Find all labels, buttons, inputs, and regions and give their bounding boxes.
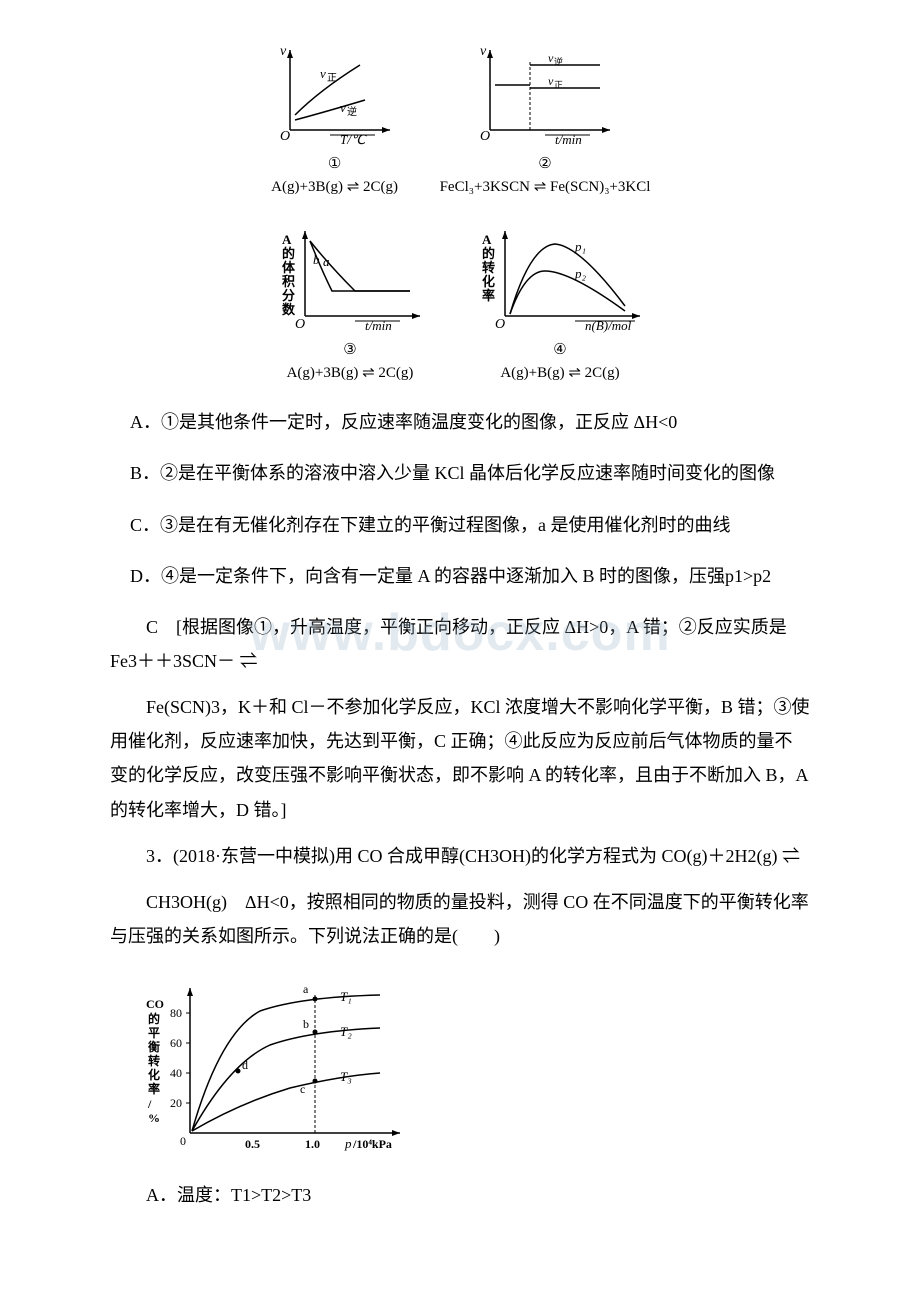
svg-text:正: 正 [327,73,337,84]
svg-text:0: 0 [180,1134,186,1148]
svg-text:率: 率 [148,1081,160,1096]
svg-text:40: 40 [170,1066,182,1080]
svg-text:化: 化 [482,274,495,289]
svg-text:T/℃: T/℃ [340,132,367,147]
svg-text:/: / [147,1097,152,1111]
svg-text:T₃: T₃ [340,1069,352,1084]
svg-text:p₁: p₁ [574,239,586,254]
option-a: A．①是其他条件一定时，反应速率随温度变化的图像，正反应 ΔH<0 [130,402,790,443]
svg-text:转: 转 [482,260,495,275]
option-3-a: A．温度：T1>T2>T3 [110,1178,810,1212]
svg-text:的: 的 [148,1011,160,1026]
svg-text:v: v [480,44,487,59]
figure-1-circled: ① [328,154,341,173]
option-b: B．②是在平衡体系的溶液中溶入少量 KCl 晶体后化学反应速率随时间变化的图像 [130,453,790,494]
svg-text:O: O [495,317,505,332]
figure-1-equation: A(g)+3B(g) ⇌ 2C(g) [271,177,398,196]
options-block: A．①是其他条件一定时，反应速率随温度变化的图像，正反应 ΔH<0 B．②是在平… [0,402,920,598]
svg-text:b: b [313,252,320,267]
svg-text:T₂: T₂ [340,1024,352,1039]
question-3-intro: 3．(2018·东营一中模拟)用 CO 合成甲醇(CH3OH)的化学方程式为 C… [110,839,810,873]
svg-text:p₂: p₂ [574,266,587,281]
svg-text:A: A [282,232,292,247]
question-3-body: CH3OH(g) ΔH<0，按照相同的物质的量投料，测得 CO 在不同温度下的平… [110,885,810,953]
svg-text:化: 化 [148,1067,160,1082]
explanation-2: Fe(SCN)3，K＋和 Cl－不参加化学反应，KCl 浓度增大不影响化学平衡，… [110,690,810,827]
svg-text:d: d [242,1058,248,1072]
svg-text:v: v [320,66,326,81]
svg-text:20: 20 [170,1096,182,1110]
svg-text:t/min: t/min [365,318,392,333]
figure-3-circled: ③ [343,340,356,359]
svg-text:分: 分 [282,288,295,303]
option-d-text: D．④是一定条件下，向含有一定量 A 的容器中逐渐加入 B 时的图像，压强p1>… [130,566,771,586]
svg-text:CO: CO [146,997,164,1011]
svg-text:a: a [303,982,309,996]
svg-text:O: O [295,317,305,332]
option-c: C．③是在有无催化剂存在下建立的平衡过程图像，a 是使用催化剂时的曲线 [130,505,790,546]
figure-3: A 的 体 积 分 数 a b O t/min ③ A(g)+3B(g) ⇌ 2… [270,216,430,382]
svg-text:v: v [340,100,346,115]
svg-text:转: 转 [148,1053,160,1068]
svg-text:率: 率 [482,288,495,303]
svg-text:c: c [300,1082,305,1096]
svg-text:p: p [344,1136,352,1151]
svg-text:0.5: 0.5 [245,1137,260,1151]
svg-text:80: 80 [170,1006,182,1020]
svg-text:/10⁴kPa: /10⁴kPa [352,1137,392,1151]
svg-text:逆: 逆 [347,105,357,118]
svg-text:v: v [280,44,287,59]
svg-text:逆: 逆 [554,56,563,67]
svg-text:的: 的 [282,246,295,261]
figure-1: v v 正 v 逆 O T/℃ ① A(g)+3B(g) ⇌ 2C(g) [270,40,400,196]
svg-text:O: O [480,129,490,144]
figure-row-2: A 的 体 积 分 数 a b O t/min ③ A(g)+3B(g) ⇌ 2… [0,216,920,382]
svg-text:的: 的 [482,246,495,261]
figure-4-equation: A(g)+B(g) ⇌ 2C(g) [500,363,619,382]
chart-3: 20 40 60 80 0 0.5 1.0 CO 的 平 衡 转 化 率 / %… [0,973,920,1158]
svg-text:n(B)/mol: n(B)/mol [585,318,632,333]
svg-text:衡: 衡 [148,1039,160,1054]
figure-3-equation: A(g)+3B(g) ⇌ 2C(g) [287,363,414,382]
svg-text:1.0: 1.0 [305,1137,320,1151]
figure-row-1: v v 正 v 逆 O T/℃ ① A(g)+3B(g) ⇌ 2C(g) v v… [0,40,920,196]
svg-text:%: % [148,1111,160,1125]
option-d: D．④是一定条件下，向含有一定量 A 的容器中逐渐加入 B 时的图像，压强p1>… [130,556,790,597]
svg-text:A: A [482,232,492,247]
svg-text:平: 平 [148,1026,160,1040]
figure-2-equation: FeCl₃+3KSCN ⇌ Fe(SCN)₃+3KCl [440,177,651,196]
svg-text:数: 数 [282,302,296,317]
figure-2: v v 逆 v 正 O t/min ② FeCl₃+3KSCN ⇌ Fe(SCN… [440,40,651,196]
svg-text:体: 体 [282,260,296,275]
svg-text:T₁: T₁ [340,989,352,1004]
figure-4-circled: ④ [553,340,566,359]
svg-text:O: O [280,129,290,144]
svg-text:正: 正 [554,80,563,90]
figure-2-circled: ② [538,154,551,173]
svg-text:t/min: t/min [555,132,582,147]
figure-4: A 的 转 化 率 p₁ p₂ O n(B)/mol ④ A(g)+B(g) ⇌… [470,216,650,382]
svg-text:b: b [303,1017,309,1031]
svg-text:60: 60 [170,1036,182,1050]
explanation-1: C [根据图像①，升高温度，平衡正向移动，正反应 ΔH>0，A 错；②反应实质是… [110,610,810,678]
svg-text:积: 积 [282,274,295,289]
